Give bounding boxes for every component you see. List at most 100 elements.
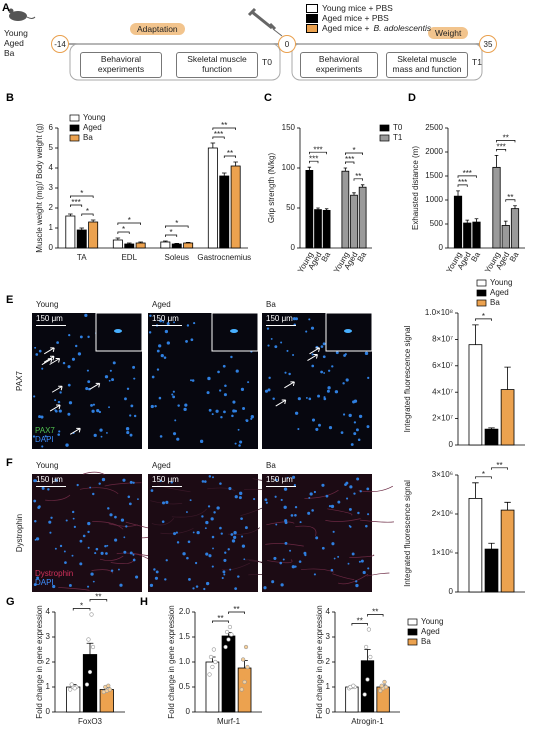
y-tick-label: 4: [46, 607, 51, 616]
error-bar: [163, 240, 168, 242]
nucleus: [41, 445, 44, 448]
legend-label: Young: [490, 278, 512, 287]
nucleus: [128, 502, 132, 506]
nucleus: [240, 387, 245, 391]
nucleus: [330, 568, 334, 572]
x-tick-label: Ba: [356, 250, 369, 263]
nucleus: [156, 368, 160, 371]
y-tick-label: 6×10⁷: [432, 361, 453, 370]
nucleus: [204, 480, 207, 483]
nucleus: [298, 560, 302, 563]
nucleus: [234, 409, 237, 413]
bar: [65, 215, 76, 249]
nucleus: [125, 427, 130, 431]
error-bar: [174, 243, 180, 244]
nucleus: [326, 389, 330, 393]
data-point: [351, 683, 356, 688]
bar: [510, 208, 520, 249]
nucleus: [149, 583, 154, 588]
nucleus: [265, 501, 268, 504]
nucleus: [205, 581, 210, 586]
nucleus: [364, 351, 369, 356]
y-tick-label: 2.0: [179, 607, 191, 616]
nucleus: [49, 531, 52, 534]
bar: [468, 497, 483, 593]
nucleus: [334, 390, 339, 394]
fiber-outline: [99, 555, 124, 561]
data-point: [383, 684, 389, 690]
significance-bracket: [70, 204, 83, 207]
nucleus: [348, 413, 352, 418]
nucleus: [159, 435, 163, 438]
scale-label: 150 μm: [152, 314, 179, 323]
nucleus: [331, 365, 334, 368]
nucleus: [280, 583, 284, 587]
nucleus: [98, 410, 102, 414]
significance-bracket: [496, 140, 516, 143]
nucleus: [79, 335, 83, 339]
phase-label: Adaptation: [130, 23, 185, 35]
bar: [76, 229, 87, 249]
panel-label: H: [140, 596, 148, 608]
nucleus: [164, 578, 167, 581]
y-tick-label: 1×10⁶: [432, 548, 453, 557]
nucleus: [266, 327, 270, 330]
y-tick-label: 5: [49, 143, 54, 152]
significance-bracket: [505, 199, 516, 202]
significance-label: ***: [309, 154, 318, 163]
nucleus: [126, 430, 130, 435]
significance-label: *: [169, 228, 172, 237]
nucleus: [68, 584, 72, 587]
data-point: [90, 644, 96, 650]
y-axis-label: Grip strength (N/kg): [267, 153, 276, 224]
nucleus: [108, 406, 110, 409]
scale-bar: [266, 486, 296, 487]
scale-label: 150 μm: [36, 314, 63, 323]
nucleus: [56, 341, 59, 344]
fiber-outline: [265, 543, 304, 547]
x-tick-label: Ba: [469, 250, 482, 263]
nucleus: [161, 520, 165, 523]
nucleus: [135, 575, 139, 579]
significance-label: ***: [313, 145, 322, 154]
nucleus: [211, 413, 214, 416]
nucleus: [212, 547, 214, 550]
nucleus: [59, 544, 63, 548]
significance-label: *: [80, 189, 83, 198]
significance-label: *: [128, 216, 131, 225]
bar: [501, 225, 510, 249]
x-tick-label: Ba: [320, 250, 333, 263]
nucleus: [174, 419, 177, 422]
legend-label: T1: [393, 133, 403, 142]
data-point: [89, 612, 94, 617]
nucleus: [150, 489, 154, 492]
nucleus: [357, 438, 361, 442]
nucleus: [242, 407, 246, 410]
column-label: Ba: [266, 461, 276, 470]
nucleus: [162, 320, 165, 323]
nucleus: [348, 507, 352, 511]
nucleus: [230, 533, 234, 536]
arrow: [307, 354, 318, 361]
y-tick-label: 100: [282, 163, 296, 172]
nucleus: [367, 567, 370, 570]
syringe: [247, 7, 277, 31]
significance-bracket: [165, 225, 189, 228]
error-bar: [456, 190, 460, 197]
legend-swatch: [306, 13, 318, 23]
legend-species: B. adolescentis: [373, 23, 432, 33]
data-point: [207, 672, 212, 677]
nucleus: [153, 568, 156, 571]
nucleus: [183, 407, 187, 412]
legend-swatch: [476, 279, 487, 287]
nucleus: [114, 538, 118, 542]
x-tick-label: Murf-1: [217, 717, 241, 726]
nucleus: [129, 551, 133, 555]
data-point: [382, 679, 387, 685]
nucleus: [50, 516, 53, 519]
nucleus: [331, 542, 335, 546]
nucleus: [286, 476, 289, 479]
significance-label: ***: [71, 198, 80, 207]
nucleus: [67, 412, 71, 416]
inset-nucleus: [114, 329, 122, 333]
